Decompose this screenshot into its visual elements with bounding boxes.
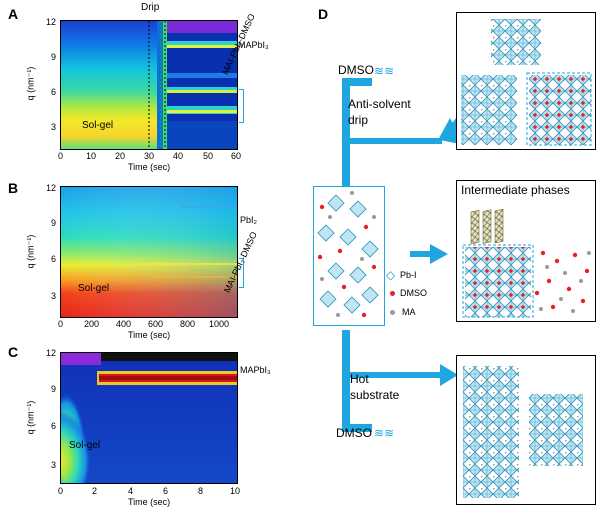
legend-pbi: Pb-I	[400, 270, 417, 280]
ma-legend-icon	[390, 310, 395, 315]
xtick-a: 0	[58, 151, 64, 161]
right-label-a-top: MAPbI₃	[238, 40, 269, 50]
ytick-a: 9	[51, 52, 57, 62]
pbi-legend-icon: ◇	[386, 268, 396, 282]
ytick-b: 12	[46, 183, 57, 193]
ytick-c: 9	[51, 384, 57, 394]
xtick-b: 400	[116, 319, 132, 329]
xtick-a: 30	[144, 151, 155, 161]
ytick-b: 9	[51, 218, 57, 228]
ytick-a: 12	[46, 17, 57, 27]
right-label-b-top: PbI₂	[240, 215, 258, 225]
panel-letter-d: D	[318, 6, 329, 22]
xtick-c: 2	[92, 486, 98, 496]
ytick-c: 3	[51, 460, 57, 470]
ytick-c: 6	[51, 421, 57, 431]
hot-label-1: Hot	[350, 372, 369, 386]
legend-ma: MA	[402, 307, 416, 317]
heatmap-c	[60, 352, 238, 484]
xtick-a: 20	[115, 151, 126, 161]
xtick-c: 8	[198, 486, 204, 496]
intermediate-box: Intermediate phases	[456, 180, 596, 322]
precursor-solution-box	[313, 186, 385, 326]
bracket-b	[239, 258, 244, 288]
panel-letter-b: B	[8, 180, 19, 196]
evaporation-icon-top: ≋≋	[374, 64, 395, 78]
right-label-c-top: MAPbI₃	[240, 365, 271, 375]
evaporation-icon-bottom: ≋≋	[374, 426, 395, 440]
xtick-c: 6	[163, 486, 169, 496]
flow-arrows	[342, 78, 460, 432]
dmso-bottom-label: DMSO	[336, 426, 372, 440]
sol-gel-label-c: Sol-gel	[69, 440, 101, 451]
panel-letter-c: C	[8, 344, 19, 360]
xlabel-a: Time (sec)	[128, 162, 171, 172]
ylabel-c: q (nm⁻¹)	[25, 400, 36, 435]
sol-gel-label-a: Sol-gel	[82, 120, 114, 131]
ytick-a: 3	[51, 122, 57, 132]
xtick-c: 4	[128, 486, 134, 496]
ytick-b: 6	[51, 254, 57, 264]
xtick-a: 50	[203, 151, 214, 161]
ylabel-a: q (nm⁻¹)	[25, 66, 36, 101]
ytick-a: 6	[51, 87, 57, 97]
xtick-b: 800	[180, 319, 196, 329]
xtick-c: 10	[230, 486, 241, 496]
crystal-box-bottom	[456, 355, 596, 505]
dmso-legend-icon	[390, 291, 395, 296]
xtick-c: 0	[58, 486, 64, 496]
panel-letter-a: A	[8, 6, 19, 22]
xtick-a: 10	[86, 151, 97, 161]
ytick-c: 12	[46, 348, 57, 358]
bracket-a	[239, 89, 244, 123]
crystal-box-top	[456, 12, 596, 150]
xtick-b: 0	[58, 319, 64, 329]
ylabel-b: q (nm⁻¹)	[25, 234, 36, 269]
sol-gel-label-b: Sol-gel	[78, 283, 110, 294]
xtick-b: 600	[148, 319, 164, 329]
xtick-b: 200	[84, 319, 100, 329]
xtick-b: 1000	[209, 319, 230, 329]
legend-dmso: DMSO	[400, 288, 427, 298]
intermediate-title: Intermediate phases	[461, 183, 570, 197]
ytick-b: 3	[51, 291, 57, 301]
xlabel-b: Time (sec)	[128, 330, 171, 340]
heatmap-b	[60, 186, 238, 318]
hot-label-2: substrate	[350, 388, 400, 402]
heatmap-a	[60, 20, 238, 150]
antisolvent-label-2: drip	[348, 113, 369, 127]
xlabel-c: Time (sec)	[128, 497, 171, 507]
xtick-a: 40	[173, 151, 184, 161]
dmso-top-label: DMSO	[338, 63, 374, 77]
drip-label: Drip	[141, 2, 160, 13]
xtick-a: 60	[231, 151, 242, 161]
antisolvent-label-1: Anti-solvent	[348, 97, 411, 111]
